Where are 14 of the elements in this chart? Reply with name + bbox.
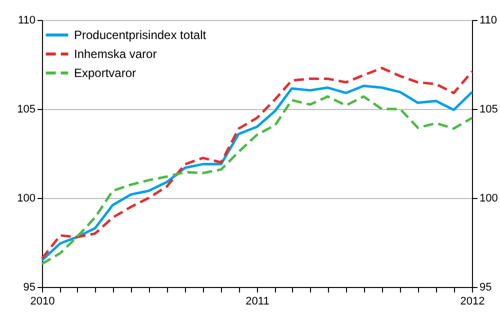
y-tick-label: 105 — [17, 104, 36, 116]
legend-label: Exportvaror — [74, 66, 136, 80]
x-tick-label: 2010 — [30, 296, 55, 308]
x-tick-label: 2011 — [246, 296, 270, 308]
x-tick-label: 2012 — [460, 296, 485, 308]
y2-tick-label: 110 — [480, 14, 498, 26]
legend-label: Inhemska varor — [74, 47, 157, 61]
legend-label: Producentprisindex totalt — [74, 28, 207, 42]
y-tick-label: 110 — [18, 14, 36, 26]
y2-tick-label: 95 — [480, 282, 492, 294]
y-tick-label: 100 — [17, 192, 36, 204]
y2-tick-label: 100 — [480, 192, 498, 204]
y-tick-label: 95 — [23, 282, 36, 294]
y2-tick-label: 105 — [480, 104, 498, 116]
